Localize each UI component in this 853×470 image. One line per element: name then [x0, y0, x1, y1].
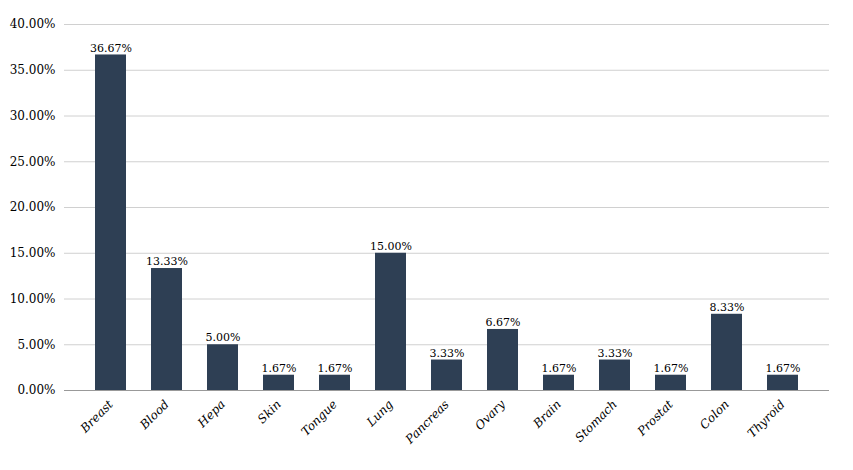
svg-text:Lung: Lung — [363, 397, 396, 430]
svg-text:10.00%: 10.00% — [10, 292, 56, 306]
svg-text:5.00%: 5.00% — [206, 331, 241, 344]
svg-text:20.00%: 20.00% — [10, 200, 56, 214]
svg-text:Ovary: Ovary — [472, 397, 508, 433]
svg-text:15.00%: 15.00% — [10, 246, 56, 260]
svg-text:3.33%: 3.33% — [430, 347, 465, 360]
svg-text:25.00%: 25.00% — [10, 155, 56, 169]
svg-text:13.33%: 13.33% — [146, 255, 188, 268]
svg-text:6.67%: 6.67% — [486, 316, 521, 329]
svg-text:Skin: Skin — [255, 397, 284, 426]
svg-text:35.00%: 35.00% — [10, 63, 56, 77]
svg-text:0.00%: 0.00% — [17, 383, 55, 397]
svg-text:Pancreas: Pancreas — [402, 397, 452, 447]
svg-text:Prostat: Prostat — [634, 397, 676, 439]
svg-text:Breast: Breast — [77, 397, 116, 436]
svg-text:15.00%: 15.00% — [370, 240, 412, 253]
svg-text:Thyroid: Thyroid — [745, 397, 788, 440]
svg-text:1.67%: 1.67% — [766, 362, 801, 375]
svg-text:Blood: Blood — [137, 397, 172, 432]
svg-text:8.33%: 8.33% — [710, 301, 745, 314]
svg-text:Hepa: Hepa — [194, 397, 228, 431]
svg-text:1.67%: 1.67% — [318, 362, 353, 375]
svg-text:30.00%: 30.00% — [10, 109, 56, 123]
svg-text:1.67%: 1.67% — [262, 362, 297, 375]
svg-text:Stomach: Stomach — [572, 397, 620, 445]
svg-text:5.00%: 5.00% — [17, 338, 55, 352]
svg-text:1.67%: 1.67% — [542, 362, 577, 375]
svg-text:3.33%: 3.33% — [598, 347, 633, 360]
svg-text:Tongue: Tongue — [298, 397, 339, 438]
svg-text:40.00%: 40.00% — [10, 17, 56, 31]
svg-text:Brain: Brain — [530, 397, 564, 431]
svg-text:36.67%: 36.67% — [90, 41, 132, 54]
svg-text:1.67%: 1.67% — [654, 362, 689, 375]
svg-text:Colon: Colon — [697, 397, 732, 432]
